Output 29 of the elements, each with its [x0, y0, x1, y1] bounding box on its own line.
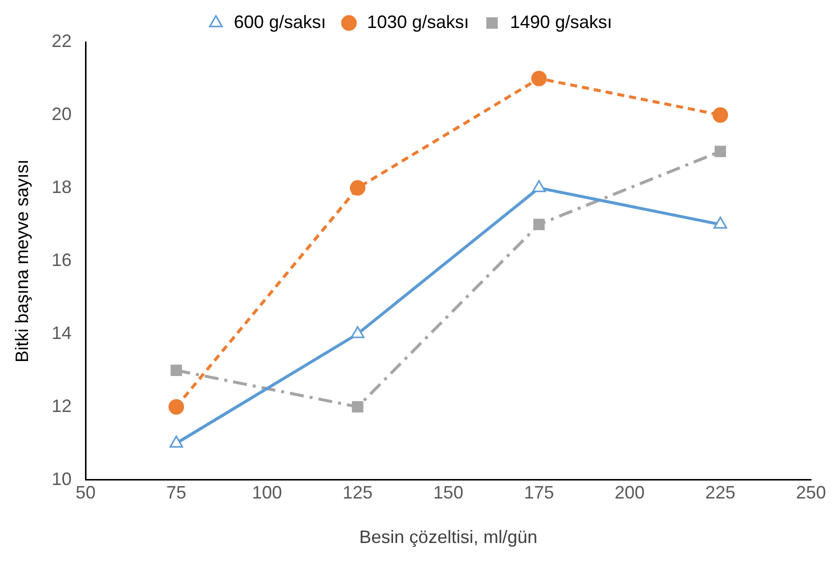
point — [168, 399, 184, 415]
y-tick-label: 10 — [52, 468, 72, 489]
point — [531, 70, 547, 86]
x-tick-label: 200 — [614, 482, 645, 503]
point — [350, 180, 366, 196]
y-tick-label: 18 — [52, 176, 72, 197]
y-axis-title: Bitki başına meyve sayısı — [12, 159, 32, 362]
y-tick-label: 22 — [52, 30, 72, 51]
point — [170, 364, 182, 376]
x-tick-label: 150 — [433, 482, 464, 503]
point — [712, 107, 728, 123]
x-tick-label: 250 — [796, 482, 826, 503]
x-tick-label: 175 — [524, 482, 554, 503]
x-tick-label: 100 — [252, 482, 282, 503]
y-tick-label: 16 — [52, 250, 72, 270]
point — [352, 401, 364, 413]
y-tick-label: 20 — [52, 104, 72, 124]
x-tick-label: 125 — [342, 482, 373, 503]
legend-label: 600 g/saksı — [234, 12, 326, 32]
legend-label: 1030 g/saksı — [366, 12, 470, 32]
x-tick-label: 50 — [76, 482, 96, 503]
y-tick-label: 14 — [52, 322, 72, 343]
x-axis-title: Besin çözeltisi, ml/gün — [359, 527, 538, 548]
legend-label: 1490 g/saksı — [510, 12, 612, 32]
y-tick-label: 12 — [52, 396, 72, 416]
point — [714, 146, 726, 158]
x-tick-label: 75 — [166, 482, 186, 503]
point — [533, 218, 545, 230]
x-tick-label: 225 — [705, 482, 736, 503]
